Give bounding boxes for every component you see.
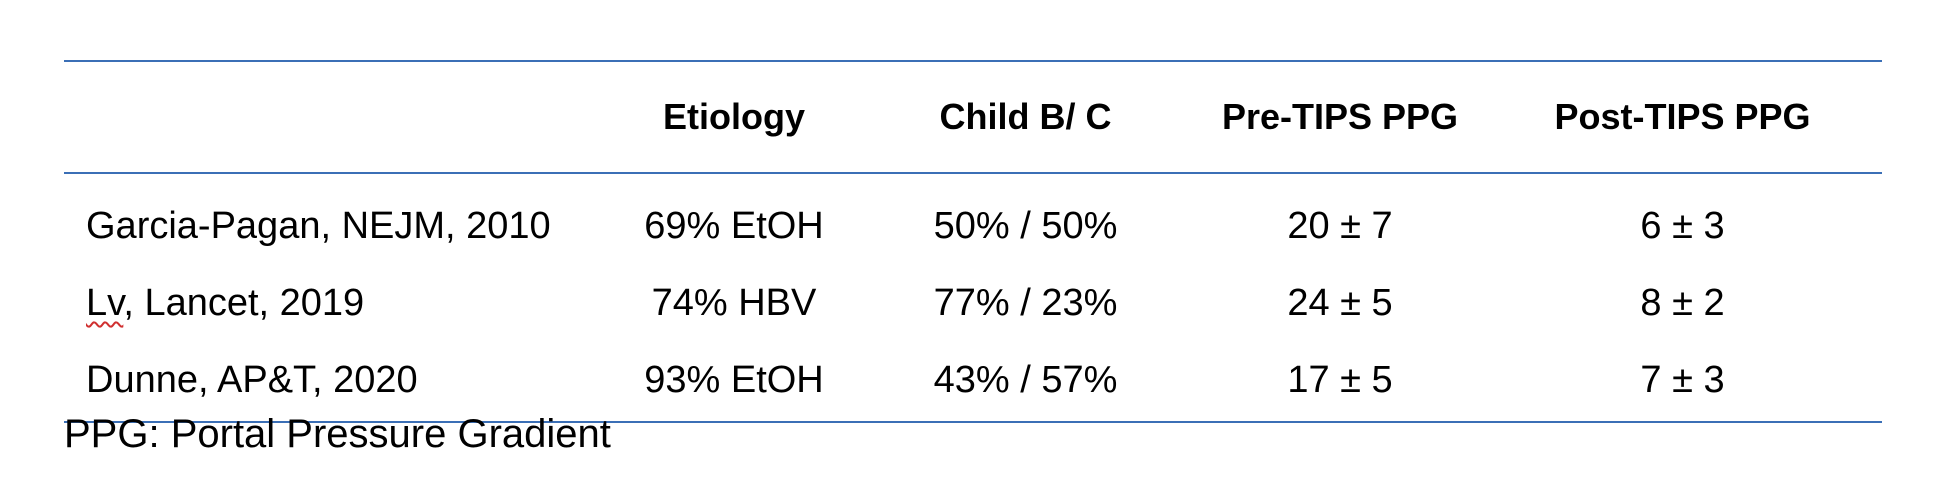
table-row: Dunne, AP&T, 2020 93% EtOH 43% / 57% 17 … [64, 342, 1882, 419]
study-citation: , AP&T, 2020 [197, 359, 418, 401]
etiology-cell: 93% EtOH [644, 359, 824, 401]
header-post-tips-ppg: Post-TIPS PPG [1554, 96, 1811, 137]
table-body: Garcia-Pagan, NEJM, 2010 69% EtOH 50% / … [64, 174, 1882, 421]
results-table: Etiology Child B/ C Pre-TIPS PPG Post-TI… [64, 60, 1882, 423]
study-cell: Garcia-Pagan, NEJM, 2010 [64, 205, 614, 248]
post-ppg-cell: 6 ± 3 [1640, 205, 1725, 247]
pre-ppg-cell: 17 ± 5 [1287, 359, 1393, 401]
header-etiology: Etiology [663, 96, 805, 137]
table-row: Lv, Lancet, 2019 74% HBV 77% / 23% 24 ± … [64, 265, 1882, 342]
pre-ppg-cell: 20 ± 7 [1287, 205, 1393, 247]
etiology-cell: 69% EtOH [644, 205, 824, 247]
study-name: Garcia-Pagan [86, 205, 321, 247]
header-pre-tips-ppg: Pre-TIPS PPG [1221, 96, 1459, 137]
child-class-cell: 77% / 23% [933, 282, 1118, 324]
post-ppg-cell: 7 ± 3 [1640, 359, 1725, 401]
table-footnote: PPG: Portal Pressure Gradient [64, 412, 611, 456]
pre-ppg-cell: 24 ± 5 [1287, 282, 1393, 324]
study-name: Dunne [86, 359, 198, 401]
header-bottom-rule [64, 172, 1882, 174]
child-class-cell: 43% / 57% [933, 359, 1118, 401]
study-cell: Lv, Lancet, 2019 [64, 282, 614, 325]
study-citation: , NEJM, 2010 [320, 205, 551, 247]
study-citation: , Lancet, 2019 [123, 282, 365, 324]
child-class-cell: 50% / 50% [933, 205, 1118, 247]
table-top-rule [64, 60, 1882, 62]
etiology-cell: 74% HBV [651, 282, 817, 324]
header-child-class: Child B/ C [939, 96, 1112, 137]
study-cell: Dunne, AP&T, 2020 [64, 359, 614, 402]
study-name: Lv [86, 282, 124, 324]
table-bottom-rule [64, 421, 1882, 423]
table-row: Garcia-Pagan, NEJM, 2010 69% EtOH 50% / … [64, 188, 1882, 265]
table-header-row: Etiology Child B/ C Pre-TIPS PPG Post-TI… [64, 62, 1882, 172]
post-ppg-cell: 8 ± 2 [1640, 282, 1725, 324]
